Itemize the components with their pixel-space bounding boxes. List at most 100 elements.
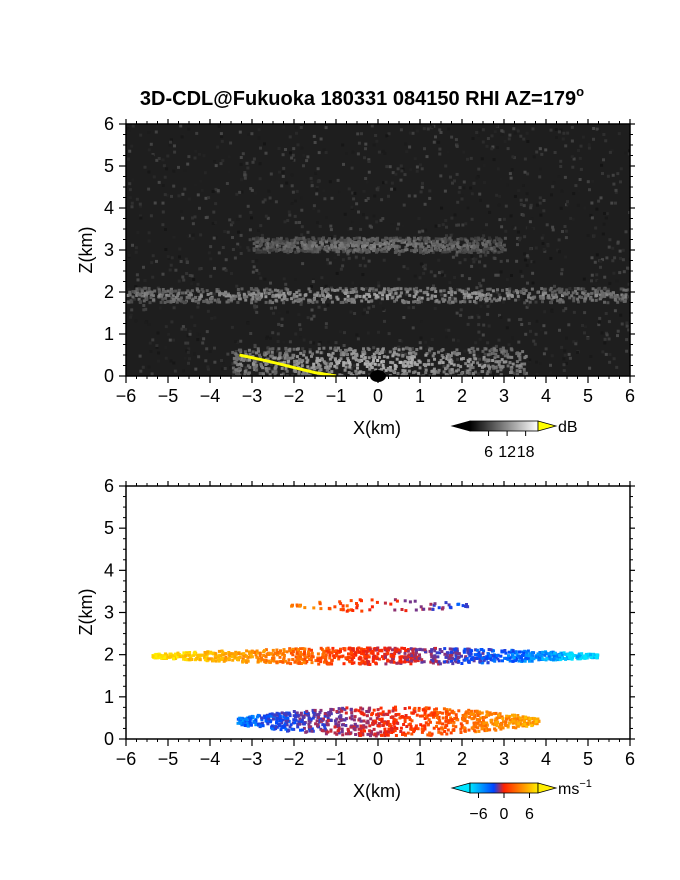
velocity-pixel bbox=[467, 660, 471, 664]
velocity-pixel bbox=[584, 652, 588, 656]
echo-pixel bbox=[263, 250, 267, 254]
echo-pixel bbox=[377, 363, 381, 367]
echo-pixel bbox=[443, 293, 447, 297]
noise-pixel bbox=[302, 164, 305, 168]
echo-pixel bbox=[481, 243, 485, 247]
echo-pixel bbox=[206, 300, 210, 304]
noise-pixel bbox=[404, 292, 408, 296]
echo-pixel bbox=[317, 365, 321, 369]
echo-pixel bbox=[522, 367, 526, 371]
noise-pixel bbox=[207, 196, 211, 200]
echo-pixel bbox=[297, 237, 300, 241]
echo-pixel bbox=[515, 364, 519, 368]
noise-pixel bbox=[525, 263, 529, 267]
velocity-pixel bbox=[248, 652, 252, 656]
noise-pixel bbox=[269, 172, 273, 176]
noise-pixel bbox=[475, 131, 479, 134]
echo-pixel bbox=[287, 245, 291, 249]
velocity-pixel bbox=[196, 657, 200, 661]
echo-pixel bbox=[284, 346, 288, 350]
noise-pixel bbox=[387, 332, 391, 336]
echo-pixel bbox=[430, 294, 434, 298]
velocity-pixel bbox=[581, 655, 585, 659]
echo-pixel bbox=[462, 244, 466, 248]
velocity-pixel bbox=[367, 660, 371, 664]
velocity-pixel bbox=[164, 652, 168, 656]
velocity-pixel bbox=[363, 662, 367, 666]
noise-pixel bbox=[359, 284, 363, 288]
echo-pixel bbox=[263, 353, 267, 357]
echo-pixel bbox=[503, 236, 507, 240]
velocity-pixel bbox=[468, 654, 472, 658]
noise-pixel bbox=[290, 156, 294, 160]
velocity-pixel bbox=[391, 657, 395, 661]
echo-pixel bbox=[616, 295, 620, 299]
echo-pixel bbox=[488, 365, 492, 369]
echo-pixel bbox=[258, 296, 262, 300]
noise-pixel bbox=[601, 172, 604, 175]
velocity-pixel bbox=[211, 651, 215, 655]
noise-pixel bbox=[157, 180, 161, 184]
velocity-pixel bbox=[301, 647, 305, 651]
noise-pixel bbox=[147, 239, 151, 243]
velocity-pixel bbox=[234, 652, 238, 656]
echo-pixel bbox=[341, 248, 345, 252]
echo-pixel bbox=[342, 246, 346, 250]
noise-pixel bbox=[563, 349, 567, 353]
noise-pixel bbox=[177, 279, 181, 283]
noise-pixel bbox=[540, 152, 544, 156]
velocity-pixel bbox=[372, 656, 376, 660]
echo-pixel bbox=[494, 360, 498, 364]
velocity-pixel bbox=[309, 656, 313, 660]
velocity-pixel bbox=[558, 655, 561, 659]
echo-pixel bbox=[466, 369, 470, 373]
echo-pixel bbox=[317, 247, 321, 251]
noise-pixel bbox=[161, 223, 165, 227]
echo-pixel bbox=[326, 287, 330, 291]
velocity-pixel bbox=[364, 653, 368, 657]
velocity-pixel bbox=[260, 721, 264, 725]
noise-pixel bbox=[465, 287, 469, 291]
echo-pixel bbox=[278, 239, 282, 243]
velocity-pixel bbox=[399, 730, 403, 733]
noise-pixel bbox=[135, 273, 139, 277]
echo-pixel bbox=[388, 374, 392, 376]
echo-pixel bbox=[232, 370, 236, 374]
echo-pixel bbox=[374, 368, 378, 372]
colorbar-tick-label: 6 bbox=[484, 444, 493, 461]
noise-pixel bbox=[472, 296, 476, 300]
noise-pixel bbox=[312, 204, 316, 208]
noise-pixel bbox=[453, 179, 456, 183]
echo-pixel bbox=[302, 236, 306, 240]
echo-pixel bbox=[224, 294, 228, 298]
noise-pixel bbox=[130, 201, 134, 205]
noise-pixel bbox=[493, 130, 497, 134]
echo-pixel bbox=[236, 371, 239, 375]
echo-pixel bbox=[339, 352, 343, 356]
velocity-pixel bbox=[242, 652, 246, 656]
velocity-pixel bbox=[217, 659, 221, 663]
echo-pixel bbox=[255, 293, 258, 297]
velocity-pixel bbox=[250, 655, 254, 659]
noise-pixel bbox=[453, 276, 457, 279]
noise-pixel bbox=[270, 363, 273, 367]
echo-pixel bbox=[443, 248, 447, 252]
echo-pixel bbox=[313, 293, 317, 297]
noise-pixel bbox=[477, 330, 481, 334]
velocity-pixel bbox=[228, 654, 232, 658]
echo-pixel bbox=[329, 353, 333, 357]
noise-pixel bbox=[391, 171, 395, 175]
echo-pixel bbox=[501, 352, 505, 356]
echo-pixel bbox=[389, 290, 393, 294]
echo-pixel bbox=[448, 369, 452, 373]
echo-pixel bbox=[471, 372, 475, 376]
velocity-pixel bbox=[367, 655, 371, 659]
noise-pixel bbox=[349, 310, 353, 314]
velocity-pixel bbox=[360, 609, 364, 613]
noise-pixel bbox=[443, 189, 447, 193]
velocity-pixel bbox=[262, 658, 266, 662]
noise-pixel bbox=[486, 137, 490, 140]
echo-pixel bbox=[236, 363, 240, 367]
echo-pixel bbox=[392, 347, 396, 351]
